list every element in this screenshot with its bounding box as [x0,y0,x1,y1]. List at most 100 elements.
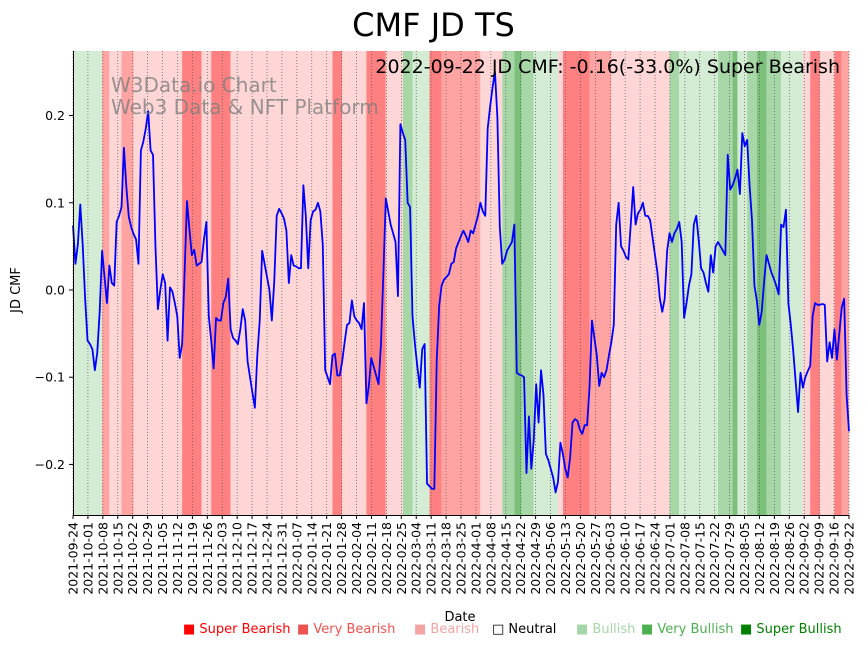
x-tick-label: 2022-04-15 [498,522,513,595]
band-very-bullish [718,51,733,515]
band-bearish [342,51,367,515]
band-bullish [73,51,103,515]
band-very-bullish [502,51,515,515]
watermark-line-1: W3Data.io Chart [111,73,277,97]
x-tick-label: 2022-06-17 [633,522,648,595]
band-super-bearish [332,51,343,515]
band-bearish [480,51,503,515]
watermark-line-2: Web3 Data & NFT Platform [111,95,379,119]
x-tick-label: 2022-03-11 [424,522,439,595]
x-tick-label: 2022-06-03 [603,522,618,595]
x-tick-label: 2022-05-27 [588,522,603,595]
x-tick-label: 2022-04-22 [513,522,528,595]
legend-bullish: ■ Bullish [576,622,635,637]
series-layer [72,71,850,494]
band-bearish [230,51,333,515]
x-tick-label: 2022-05-06 [543,522,558,595]
x-tick-label: 2021-10-08 [95,522,110,595]
band-bullish [737,51,748,515]
x-tick-label: 2022-02-25 [394,522,409,595]
band-super-bullish [732,51,738,515]
legend-neutral: □ Neutral [492,622,556,637]
y-tick-label: 0.0 [45,282,65,297]
band-very-bearish [121,51,134,515]
band-very-bullish [766,51,782,515]
band-super-bearish [429,51,442,515]
x-tick-label: 2021-12-10 [230,522,245,595]
x-tick-label: 2022-05-13 [558,522,573,595]
x-tick-label: 2022-04-01 [468,522,483,595]
x-tick-label: 2021-11-19 [185,522,200,595]
band-super-bullish [756,51,767,515]
y-tick-label: 0.1 [45,195,65,210]
headline-status: 2022-09-22 JD CMF: -0.16(-33.0%) Super B… [375,56,840,78]
x-axis-ticks: 2021-09-24 2021-10-01 2021-10-08 2021-10-15… [66,515,857,595]
band-bearish [201,51,212,515]
x-tick-label: 2022-09-22 [842,522,857,595]
x-tick-label: 2021-11-05 [155,522,170,595]
band-super-bearish [211,51,231,515]
x-tick-label: 2021-12-03 [215,522,230,595]
x-tick-label: 2022-08-19 [767,522,782,595]
legend-super-bullish: ■ Super Bullish [740,622,842,637]
x-tick-label: 2022-05-20 [573,522,588,595]
band-bearish [385,51,403,515]
x-tick-label: 2022-09-09 [812,522,827,595]
x-tick-label: 2021-09-24 [66,522,81,595]
x-tick-label: 2022-09-02 [797,522,812,595]
y-axis-label: JD CMF [9,267,24,314]
x-tick-label: 2022-02-18 [379,522,394,595]
x-tick-label: 2021-11-26 [200,522,215,595]
x-tick-label: 2022-03-25 [454,522,469,595]
band-bearish [109,51,122,515]
band-bearish [133,51,183,515]
band-very-bearish [841,51,849,515]
x-tick-label: 2022-08-05 [737,522,752,595]
x-tick-label: 2022-01-28 [334,522,349,595]
y-axis-ticks: 0.2 0.1 0.0 −0.1 −0.2 [35,108,73,472]
y-tick-label: −0.1 [35,370,65,385]
chart-title: CMF JD TS [352,6,515,44]
x-tick-label: 2022-02-04 [349,522,364,595]
sentiment-bands [73,51,849,515]
x-tick-label: 2022-07-22 [707,522,722,595]
band-bearish [611,51,670,515]
legend-very-bullish: ■ Very Bullish [641,622,733,637]
x-tick-label: 2021-10-01 [80,522,95,595]
band-super-bearish [810,51,820,515]
band-very-bullish [669,51,680,515]
band-super-bearish [562,51,590,515]
x-tick-label: 2021-12-24 [260,522,275,595]
x-tick-label: 2022-04-08 [483,522,498,595]
band-bearish [819,51,835,515]
x-tick-label: 2022-03-04 [409,522,424,595]
x-tick-label: 2022-07-29 [722,522,737,595]
band-super-bearish [182,51,202,515]
x-tick-label: 2022-02-11 [364,522,379,595]
band-bullish [781,51,803,515]
legend: ■ Super Bearish ■ Very Bearish ■ Bearish □ … [183,622,842,637]
x-axis-label: Date [444,610,475,625]
band-very-bearish [589,51,612,515]
band-bullish [679,51,719,515]
band-very-bullish [747,51,757,515]
x-tick-label: 2022-03-18 [439,522,454,595]
y-tick-label: 0.2 [45,108,65,123]
x-tick-label: 2022-08-26 [782,522,797,595]
x-tick-label: 2022-01-07 [289,522,304,595]
x-tick-label: 2022-01-21 [319,522,334,595]
band-super-bullish [514,51,522,515]
x-tick-label: 2021-10-29 [140,522,155,595]
x-tick-label: 2022-01-14 [304,522,319,595]
band-super-bearish [834,51,842,515]
x-tick-label: 2022-08-12 [752,522,767,595]
x-tick-label: 2022-07-15 [692,522,707,595]
band-bearish [802,51,811,515]
x-tick-label: 2022-07-01 [662,522,677,595]
legend-bearish: ■ Bearish [414,622,479,637]
series-line-jd-cmf [72,71,850,494]
x-tick-label: 2022-06-10 [618,522,633,595]
band-bearish [558,51,563,515]
band-very-bullish [402,51,413,515]
